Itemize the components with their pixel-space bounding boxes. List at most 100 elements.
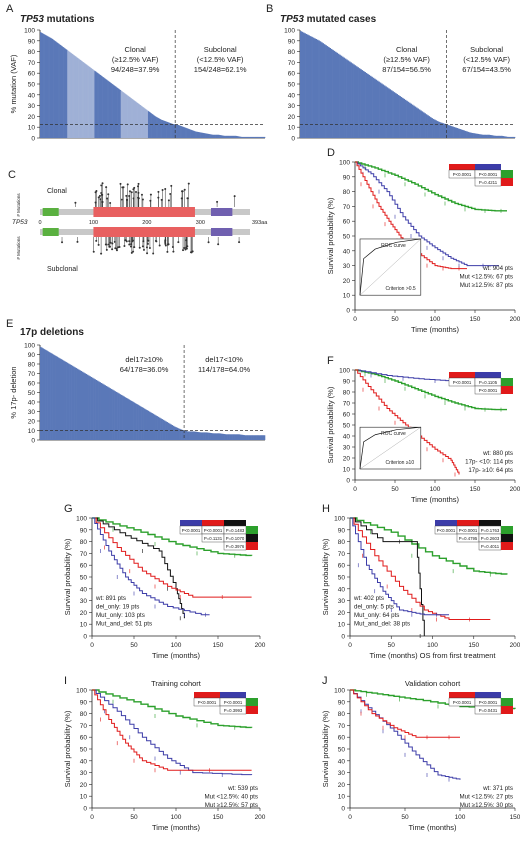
bar <box>480 134 482 138</box>
bar <box>124 397 127 440</box>
bar <box>340 55 343 138</box>
bar <box>219 433 222 440</box>
bar <box>194 131 196 138</box>
bar <box>171 123 173 138</box>
bar <box>305 33 308 138</box>
mutation-pin-head <box>138 246 141 249</box>
y-tick-label: 20 <box>338 610 346 617</box>
bar <box>142 407 144 440</box>
bar <box>254 136 256 138</box>
bar <box>343 57 345 138</box>
roc-curve <box>359 426 421 470</box>
pval-header-swatch <box>475 164 501 170</box>
pval-text: P=0.1105 <box>479 380 498 385</box>
bar <box>103 384 105 440</box>
bar <box>428 116 431 138</box>
bar <box>347 60 350 139</box>
bar <box>143 107 145 138</box>
bar <box>482 134 485 138</box>
bar <box>133 100 135 138</box>
y-tick-label: 30 <box>80 598 88 605</box>
mutation-pin-head <box>128 243 131 246</box>
mutation-pin-head <box>185 239 188 242</box>
bar <box>169 123 171 138</box>
y-tick-label: 60 <box>338 735 346 742</box>
bar <box>53 355 56 440</box>
bar <box>180 126 182 138</box>
bar <box>190 431 192 440</box>
bar <box>202 132 204 138</box>
bar <box>87 65 89 138</box>
bar <box>123 92 125 138</box>
bar <box>211 433 214 440</box>
mutation-pin-head <box>216 200 219 203</box>
bar <box>229 135 231 138</box>
y-tick-label: 0 <box>346 478 350 485</box>
bar <box>86 374 89 440</box>
bar <box>439 122 442 138</box>
aa-tick-label: 100 <box>89 220 98 226</box>
x-tick-label: 50 <box>391 486 399 493</box>
mutation-pin-head <box>137 182 140 185</box>
y-tick-label: 80 <box>343 390 351 397</box>
bar <box>150 113 152 138</box>
bar <box>57 357 60 440</box>
bar <box>176 427 179 440</box>
y-tick-label: 60 <box>288 71 296 78</box>
mutation-pin-head <box>105 248 108 251</box>
bar <box>251 435 253 440</box>
bar <box>216 134 218 138</box>
bar <box>309 36 312 139</box>
bar <box>61 46 63 138</box>
bar <box>216 134 219 138</box>
bar <box>121 91 123 138</box>
pval-text: P<0.0001 <box>453 172 472 177</box>
bar <box>64 48 66 139</box>
mutation-pin-head <box>109 201 112 204</box>
bar <box>110 83 112 138</box>
bar <box>205 133 207 138</box>
bar <box>434 119 436 138</box>
roc-diagonal <box>359 238 421 296</box>
mutation-pin-head <box>186 197 189 200</box>
y-tick-label: 30 <box>288 103 296 110</box>
clonal-track-label: Clonal <box>47 188 67 195</box>
bar <box>438 121 440 138</box>
bar <box>427 115 429 138</box>
y-tick-label: 80 <box>28 362 36 369</box>
pval-text: P<0.0001 <box>224 700 243 705</box>
y-tick-label: 20 <box>80 782 88 789</box>
mutation-pin-head <box>166 243 169 246</box>
mutation-pin-head <box>161 189 164 192</box>
mutation-pin-head <box>111 248 114 251</box>
bar <box>189 129 191 138</box>
km-curve <box>350 517 491 620</box>
bar <box>65 49 67 138</box>
bar <box>318 40 320 138</box>
bar <box>235 135 238 138</box>
bar <box>212 134 214 138</box>
bar <box>153 414 156 440</box>
y-tick-label: 0 <box>31 136 35 143</box>
y-tick-label: 30 <box>338 598 346 605</box>
bar <box>344 58 347 139</box>
mutation-pin-head <box>128 240 131 243</box>
km-curve <box>350 517 449 616</box>
mutation-pin-head <box>132 250 135 253</box>
bar <box>414 106 417 138</box>
bar <box>225 135 227 138</box>
bar <box>375 79 378 138</box>
bar <box>346 59 348 138</box>
mutation-pin-head <box>183 246 186 249</box>
bar <box>322 43 325 139</box>
mutation-pin-head <box>130 251 133 254</box>
subclonal-label: (<12.5% VAF) <box>463 55 510 64</box>
bar <box>93 378 95 440</box>
mutation-pin-head <box>180 197 183 200</box>
bar <box>108 387 110 440</box>
bar <box>176 124 178 138</box>
legend-entry: Mut ≥12.5%: 57 pts <box>205 802 258 809</box>
bar <box>144 108 146 138</box>
bar <box>222 135 224 138</box>
panel-letter: I <box>64 675 67 687</box>
